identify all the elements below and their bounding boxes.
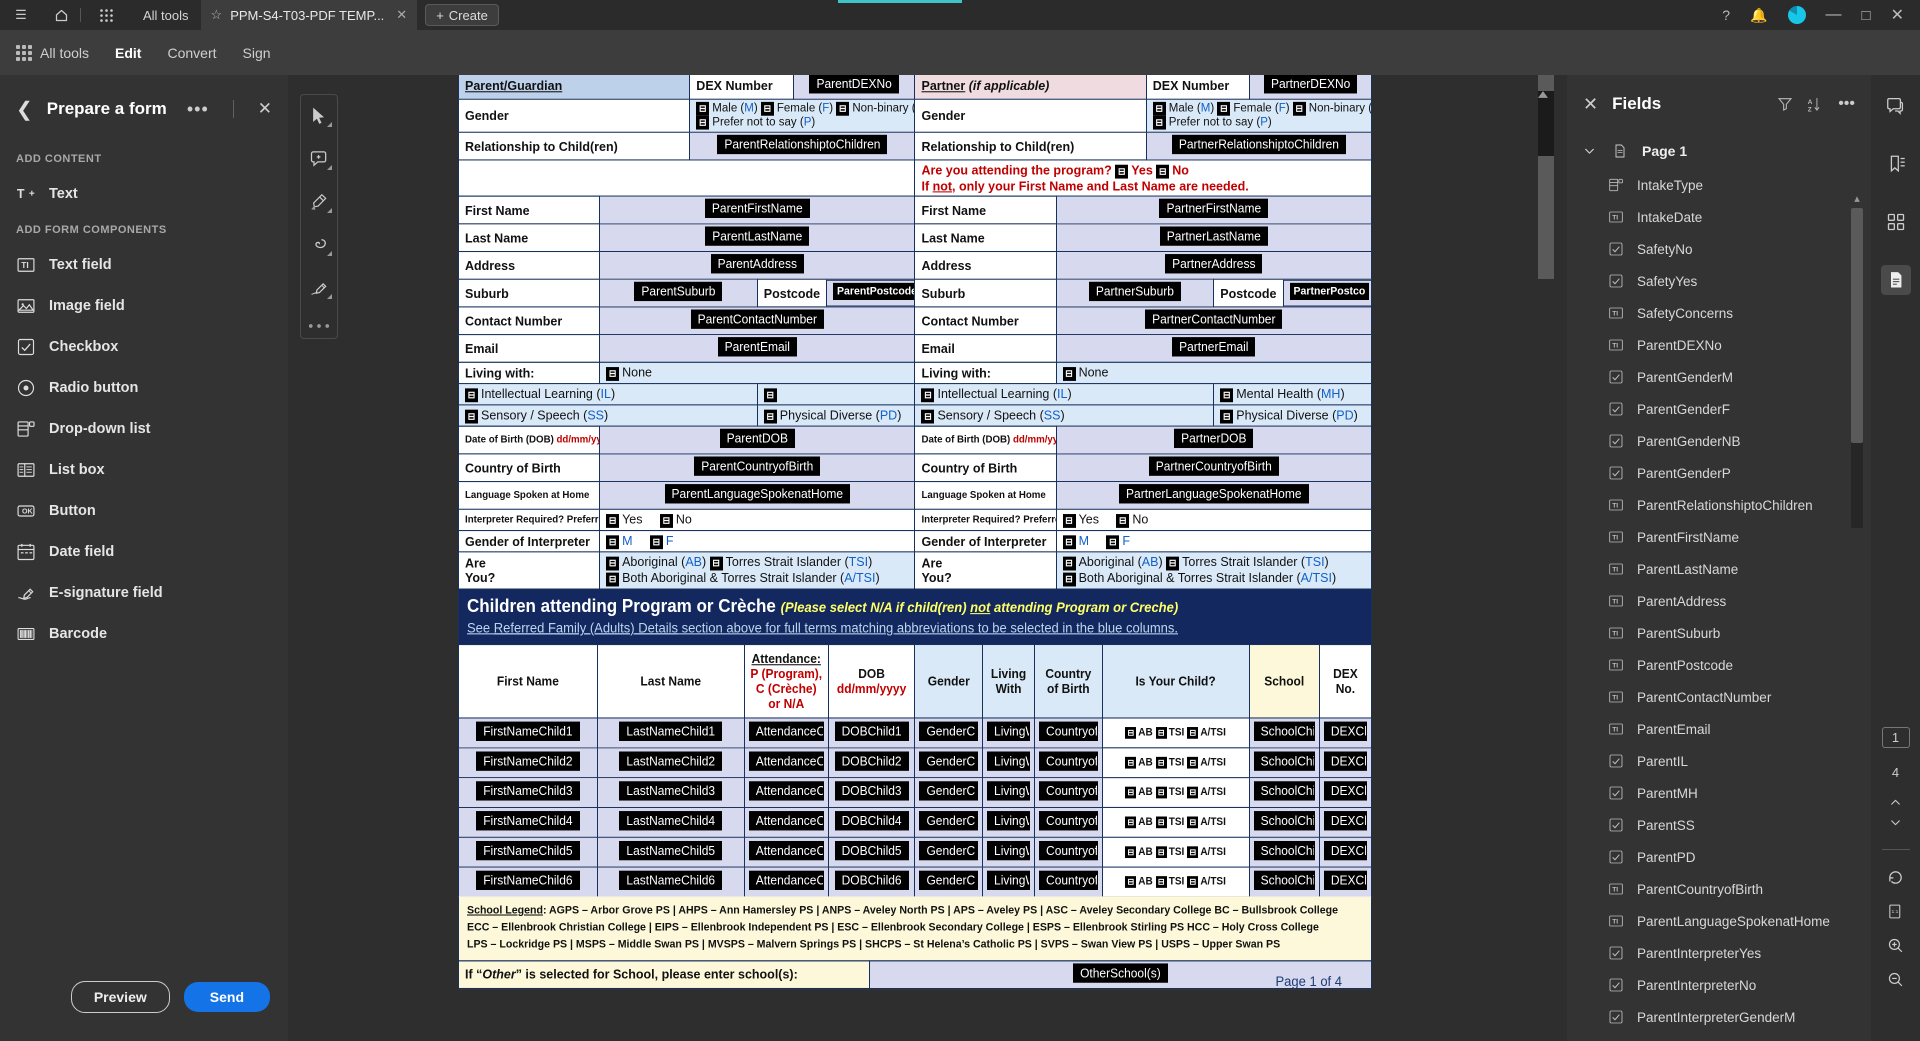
svg-text:1:1: 1:1 bbox=[1891, 908, 1898, 914]
svg-text:TI: TI bbox=[1612, 598, 1618, 605]
svg-text:TI: TI bbox=[1612, 566, 1618, 573]
svg-text:OK: OK bbox=[22, 507, 34, 515]
svg-text:TI: TI bbox=[21, 259, 28, 269]
svg-text:TI: TI bbox=[1612, 726, 1618, 733]
svg-text:TI: TI bbox=[1612, 214, 1618, 221]
svg-text:TI: TI bbox=[1612, 662, 1618, 669]
svg-text:A: A bbox=[1808, 98, 1813, 105]
svg-text:TI: TI bbox=[1612, 918, 1618, 925]
svg-text:TI: TI bbox=[1612, 886, 1618, 893]
svg-text:T: T bbox=[17, 187, 25, 201]
svg-text:TI: TI bbox=[1612, 694, 1618, 701]
svg-text:TI: TI bbox=[1612, 342, 1618, 349]
svg-text:TI: TI bbox=[1612, 534, 1618, 541]
svg-text:Z: Z bbox=[1808, 106, 1812, 112]
svg-text:TI: TI bbox=[1612, 630, 1618, 637]
svg-text:TI: TI bbox=[1612, 310, 1618, 317]
svg-text:TI: TI bbox=[1612, 502, 1618, 509]
